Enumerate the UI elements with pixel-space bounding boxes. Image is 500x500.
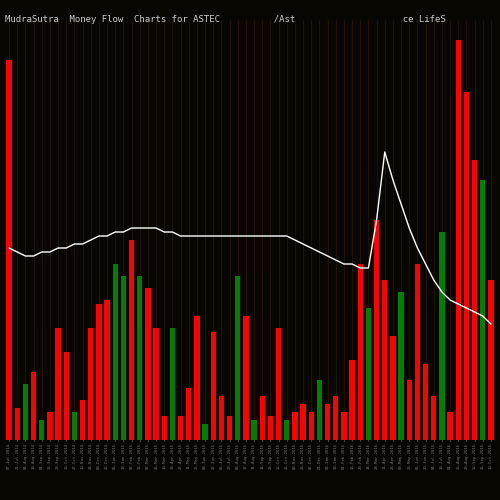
Bar <box>456 40 461 440</box>
Bar <box>162 416 167 440</box>
Bar <box>96 304 102 440</box>
Bar <box>252 420 256 440</box>
Bar <box>390 336 396 440</box>
Bar <box>308 412 314 440</box>
Bar <box>342 412 346 440</box>
Bar <box>48 412 52 440</box>
Bar <box>235 276 240 440</box>
Bar <box>423 364 428 440</box>
Bar <box>292 412 298 440</box>
Bar <box>170 328 175 440</box>
Bar <box>6 60 12 440</box>
Bar <box>154 328 158 440</box>
Bar <box>146 288 150 440</box>
Bar <box>194 316 200 440</box>
Bar <box>358 264 363 440</box>
Bar <box>186 388 192 440</box>
Bar <box>300 404 306 440</box>
Bar <box>72 412 77 440</box>
Bar <box>398 292 404 440</box>
Bar <box>488 280 494 440</box>
Bar <box>406 380 412 440</box>
Bar <box>227 416 232 440</box>
Bar <box>121 276 126 440</box>
Bar <box>80 400 85 440</box>
Bar <box>64 352 69 440</box>
Bar <box>202 424 207 440</box>
Bar <box>464 92 469 440</box>
Bar <box>112 264 118 440</box>
Bar <box>333 396 338 440</box>
Bar <box>366 308 371 440</box>
Bar <box>268 416 273 440</box>
Bar <box>56 328 60 440</box>
Bar <box>260 396 265 440</box>
Bar <box>23 384 28 440</box>
Bar <box>276 328 281 440</box>
Bar <box>350 360 354 440</box>
Bar <box>317 380 322 440</box>
Bar <box>210 332 216 440</box>
Bar <box>325 404 330 440</box>
Bar <box>472 160 477 440</box>
Bar <box>39 420 44 440</box>
Bar <box>382 280 388 440</box>
Bar <box>448 412 452 440</box>
Bar <box>244 316 248 440</box>
Bar <box>374 220 379 440</box>
Bar <box>104 300 110 440</box>
Text: MudraSutra  Money Flow  Charts for ASTEC          /Ast                    ce Lif: MudraSutra Money Flow Charts for ASTEC /… <box>5 15 446 24</box>
Bar <box>440 232 444 440</box>
Bar <box>137 276 142 440</box>
Bar <box>431 396 436 440</box>
Bar <box>14 408 20 440</box>
Bar <box>219 396 224 440</box>
Bar <box>178 416 183 440</box>
Bar <box>129 240 134 440</box>
Bar <box>88 328 94 440</box>
Bar <box>415 264 420 440</box>
Bar <box>284 420 290 440</box>
Bar <box>31 372 36 440</box>
Bar <box>480 180 486 440</box>
